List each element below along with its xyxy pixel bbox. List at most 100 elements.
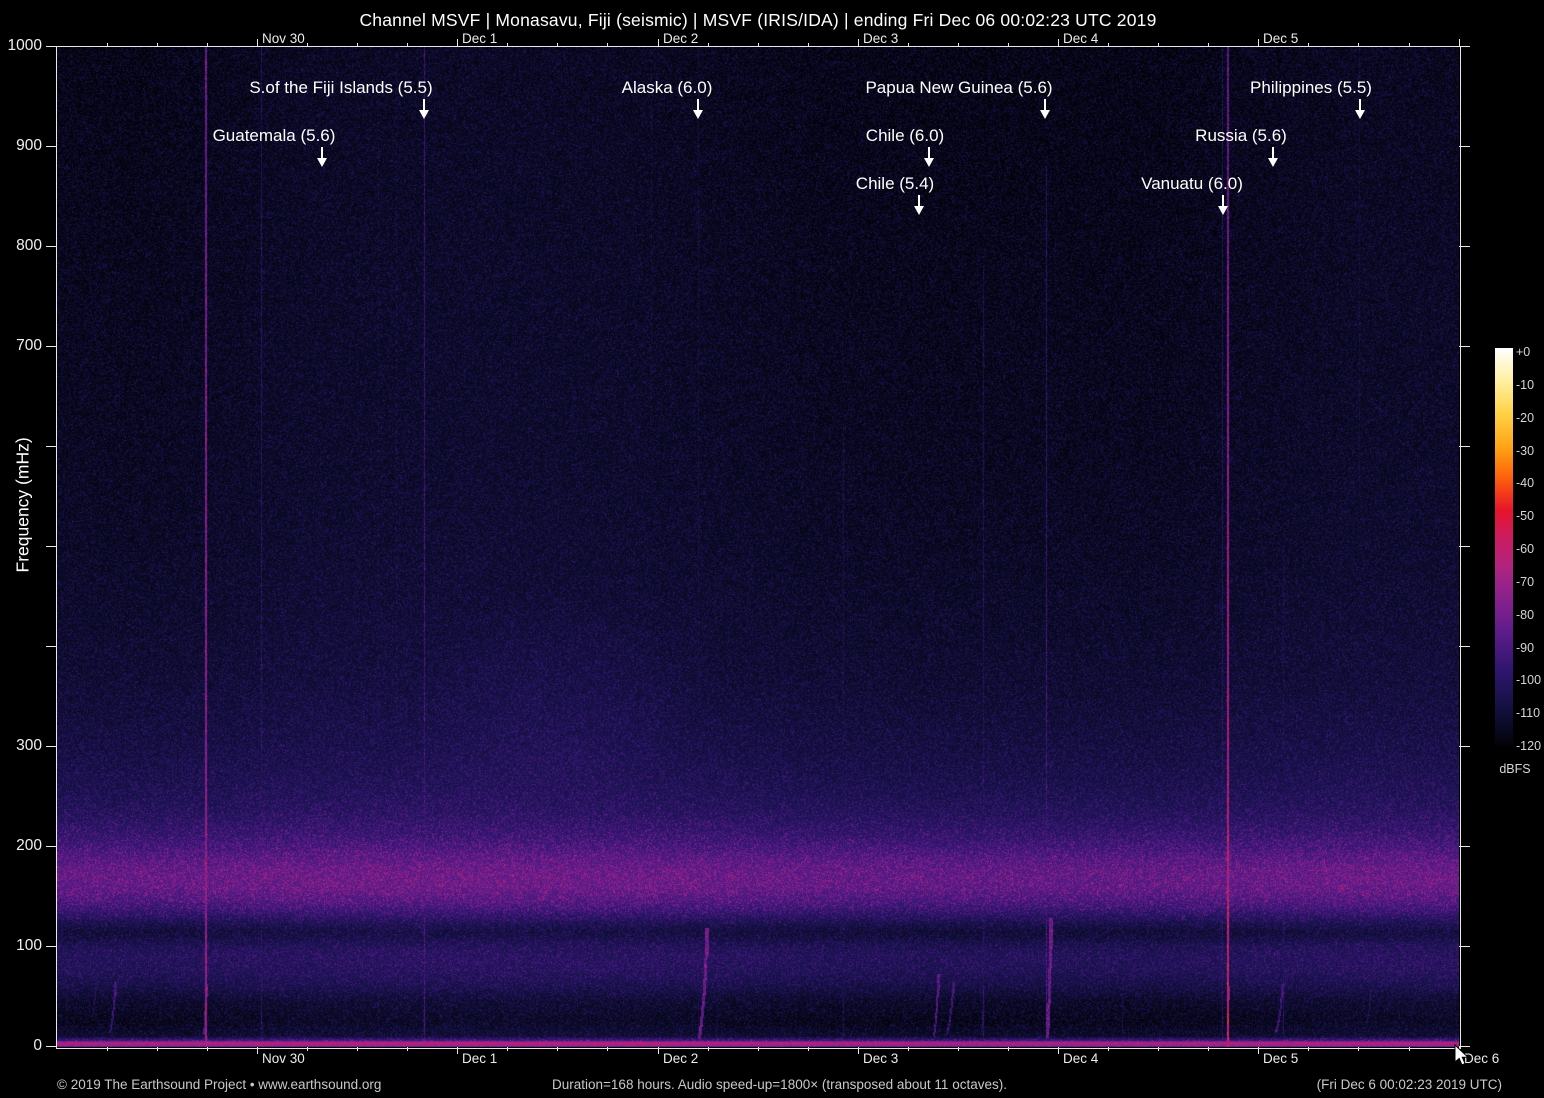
date-label-top: Dec 4 [1063,31,1099,46]
y-tick [46,746,57,747]
y-tick-right [1459,146,1470,147]
x-tick-top [257,39,258,47]
y-tick-right [1459,946,1470,947]
x-tick-bottom [708,1047,709,1051]
x-tick-bottom [457,1047,458,1054]
date-label-bottom: Dec 5 [1263,1051,1299,1066]
x-tick-top [1308,43,1309,47]
x-tick-top [1358,43,1359,47]
x-tick-bottom [758,1047,759,1051]
x-tick-top [1208,43,1209,47]
colorbar-tick-label: +0 [1516,345,1531,359]
x-tick-bottom [207,1047,208,1051]
down-arrow-icon [914,195,924,215]
y-tick [46,446,57,447]
colorbar-tick-label: -50 [1516,509,1535,524]
y-tick-label: 200 [16,837,42,854]
x-tick-top [457,39,458,47]
x-tick-top [708,43,709,47]
x-tick-top [607,43,608,47]
x-tick-top [858,39,859,47]
y-tick-label: 0 [33,1037,42,1054]
date-label-top: Dec 5 [1263,31,1299,46]
x-tick-bottom [507,1047,508,1051]
y-tick-right [1459,1046,1470,1047]
down-arrow-icon [1040,99,1050,119]
x-tick-top [357,43,358,47]
x-tick-bottom [157,1047,158,1051]
down-arrow-icon [1355,99,1365,119]
x-tick-bottom [858,1047,859,1054]
x-tick-bottom [407,1047,408,1051]
date-label-top: Dec 2 [663,31,699,46]
x-tick-bottom [1308,1047,1309,1051]
y-tick [46,246,57,247]
footer-timestamp: (Fri Dec 6 00:02:23 2019 UTC) [1316,1077,1502,1092]
x-tick-top [808,43,809,47]
x-tick-bottom [1008,1047,1009,1051]
x-tick-top [157,43,158,47]
x-tick-bottom [1208,1047,1209,1051]
colorbar-tick-label: -40 [1516,476,1535,491]
x-tick-bottom [557,1047,558,1051]
date-label-bottom: Dec 4 [1063,1051,1099,1066]
y-tick-right [1459,746,1470,747]
colorbar-tick-label: -120 [1516,739,1542,753]
y-axis-title-text: Frequency (mHz) [12,437,33,573]
x-tick-bottom [1258,1047,1259,1054]
x-tick-bottom [307,1047,308,1051]
y-tick-label: 1000 [7,37,42,54]
date-label-bottom: Nov 30 [262,1051,305,1066]
x-tick-top [557,43,558,47]
date-label-bottom: Dec 1 [462,1051,498,1066]
colorbar-tick-label: -30 [1516,443,1535,458]
down-arrow-icon [317,147,327,167]
x-tick-top [1409,43,1410,47]
earthquake-label: Russia (5.6) [1195,126,1287,145]
down-arrow-icon [1268,147,1278,167]
x-tick-top [107,43,108,47]
colorbar-tick-label: -100 [1516,673,1542,688]
colorbar-tick-label: -70 [1516,574,1535,589]
y-tick [46,146,57,147]
y-tick [46,546,57,547]
x-tick-bottom [808,1047,809,1051]
x-tick-top [207,43,208,47]
date-label-top: Dec 3 [863,31,899,46]
y-tick-label: 900 [16,137,42,154]
x-tick-bottom [1409,1047,1410,1051]
x-tick-top [1058,39,1059,47]
x-tick-bottom [1108,1047,1109,1051]
page-title: Channel MSVF | Monasavu, Fiji (seismic) … [359,10,1157,30]
x-tick-bottom [257,1047,258,1054]
y-tick [46,46,57,47]
x-tick-bottom [1358,1047,1359,1051]
x-tick-bottom [607,1047,608,1051]
footer-duration: Duration=168 hours. Audio speed-up=1800×… [552,1077,1007,1092]
y-tick-right [1459,446,1470,447]
x-tick-top [1158,43,1159,47]
x-tick-bottom [908,1047,909,1051]
earthquake-label: Chile (5.4) [855,174,935,193]
down-arrow-icon [924,147,934,167]
y-tick-right [1459,246,1470,247]
date-label-bottom: Dec 6 [1464,1051,1500,1066]
y-tick-label: 800 [16,237,42,254]
y-tick [46,646,57,647]
y-tick [46,1046,57,1047]
down-arrow-icon [419,99,429,119]
earthquake-label: S.of the Fiji Islands (5.5) [249,78,433,97]
x-tick-top [1258,39,1259,47]
earthquake-label: Papua New Guinea (5.6) [865,78,1053,97]
earthquake-label: Alaska (6.0) [621,78,713,97]
y-tick-right [1459,846,1470,847]
x-tick-top [407,43,408,47]
colorbar-tick-label: -60 [1516,542,1535,556]
x-tick-top [1108,43,1109,47]
x-tick-top [658,39,659,47]
x-tick-top [758,43,759,47]
y-tick-label: 700 [16,337,42,354]
colorbar-tick-label: -20 [1516,410,1535,425]
x-tick-top [1008,43,1009,47]
earthquake-label: Chile (6.0) [865,126,945,145]
